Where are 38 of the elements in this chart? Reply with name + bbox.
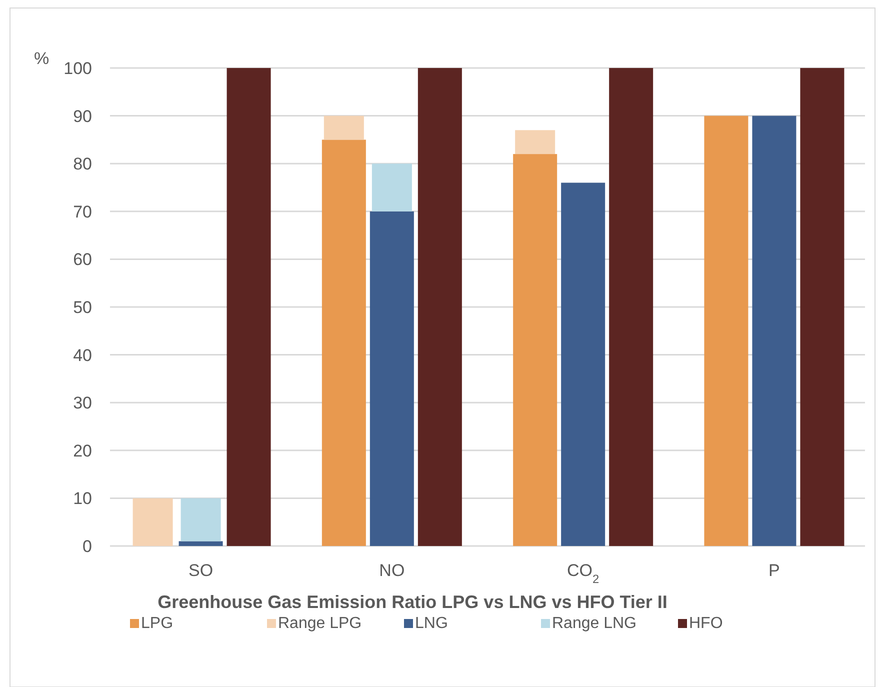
y-tick-label: 40 <box>73 346 92 365</box>
y-tick-label: 20 <box>73 441 92 460</box>
legend-label: LNG <box>415 615 448 632</box>
y-tick-label: 30 <box>73 394 92 413</box>
x-tick-label: SO <box>188 561 214 580</box>
bar <box>561 182 606 546</box>
bar <box>322 140 366 546</box>
legend-label: HFO <box>689 615 723 632</box>
bar <box>513 154 558 546</box>
bar <box>372 164 412 212</box>
x-tick-label: NO <box>379 561 405 580</box>
y-tick-label: 10 <box>73 489 92 508</box>
bar <box>180 498 221 542</box>
y-tick-label: 80 <box>73 154 92 174</box>
bar <box>178 541 223 546</box>
legend-label: Range LNG <box>552 615 636 632</box>
y-axis-title: % <box>34 49 50 68</box>
bar <box>418 68 462 546</box>
bar <box>609 68 654 546</box>
y-tick-label: 100 <box>64 58 92 78</box>
legend-label: LPG <box>141 615 174 632</box>
x-tick-label: P <box>768 561 780 580</box>
bar <box>324 116 364 140</box>
bar <box>370 211 414 546</box>
legend-label: Range LPG <box>278 615 362 632</box>
y-tick-label: 70 <box>73 202 92 222</box>
y-tick-label: 90 <box>73 106 92 126</box>
bar <box>132 498 173 546</box>
y-tick-label: 50 <box>73 298 92 317</box>
y-tick-label: 60 <box>73 250 92 270</box>
x-tick-label: CO$_{2}$ <box>567 561 600 586</box>
bar <box>226 68 271 546</box>
text: Greenhouse Gas Emission Ratio LPG vs LNG vs HFO Tier II <box>158 592 668 612</box>
y-tick-label: 0 <box>82 536 92 556</box>
bar <box>752 116 796 546</box>
bar <box>704 116 748 546</box>
bar <box>515 130 556 154</box>
bar <box>800 68 844 546</box>
